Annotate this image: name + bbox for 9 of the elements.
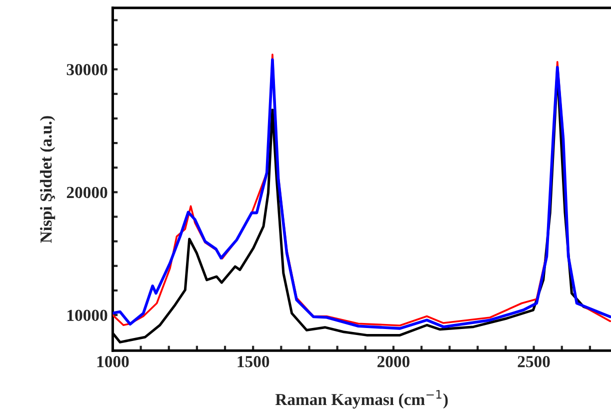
y-tick-label: 30000: [66, 64, 108, 76]
y-tick-label: 10000: [68, 310, 108, 321]
y-axis-title: Nispi Şiddet (a.u.): [40, 116, 56, 243]
y-tick-label: 20000: [66, 186, 108, 198]
x-tick-label: 1000: [97, 356, 129, 368]
x-tick-label: 1500: [238, 356, 270, 368]
x-axis-title: Raman Kayması (cm$^{−1}$): [275, 390, 448, 409]
x-tick-label: 2500: [518, 356, 550, 368]
x-tick-label: 2000: [377, 356, 410, 368]
